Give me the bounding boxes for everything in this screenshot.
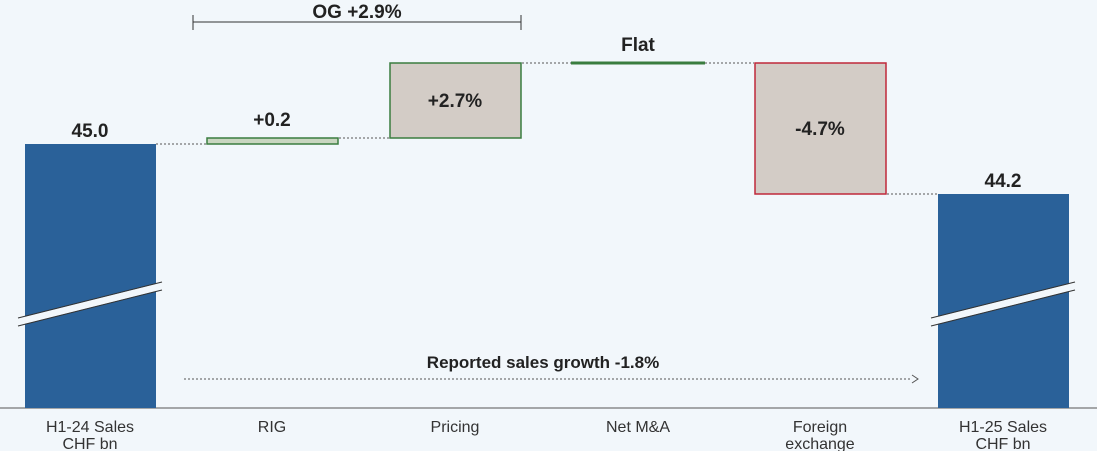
value-label-rig: +0.2 (253, 110, 291, 131)
bar-pricing (389, 62, 522, 139)
value-label-h1-24: 45.0 (72, 121, 109, 142)
category-h1-25-sales: H1-25 Sales CHF bn (959, 419, 1047, 451)
value-label-foreign-exchange: -4.7% (795, 119, 845, 140)
bar-foreign-exchange (754, 62, 887, 195)
category-h1-24-sales: H1-24 Sales CHF bn (46, 419, 134, 451)
axis-break-1 (17, 282, 163, 326)
category-pricing: Pricing (431, 419, 480, 436)
og-bracket (192, 15, 522, 30)
value-label-pricing: +2.7% (428, 91, 483, 112)
bar-rig (206, 137, 339, 145)
value-label-net-ma: Flat (621, 35, 655, 56)
axis-break-2 (930, 282, 1076, 326)
bar-h1-24-sales (25, 144, 156, 408)
og-label: OG +2.9% (312, 2, 401, 23)
category-labels: H1-24 Sales CHF bn RIG Pricing Net M&A Foreig… (46, 419, 1047, 451)
reported-growth-arrowhead (911, 374, 919, 384)
category-rig: RIG (258, 419, 286, 436)
value-label-h1-25: 44.2 (985, 171, 1022, 192)
reported-growth-label: Reported sales growth -1.8% (427, 353, 659, 372)
category-foreign-exchange: Foreign exchange (785, 419, 854, 451)
category-net-ma: Net M&A (606, 419, 670, 436)
